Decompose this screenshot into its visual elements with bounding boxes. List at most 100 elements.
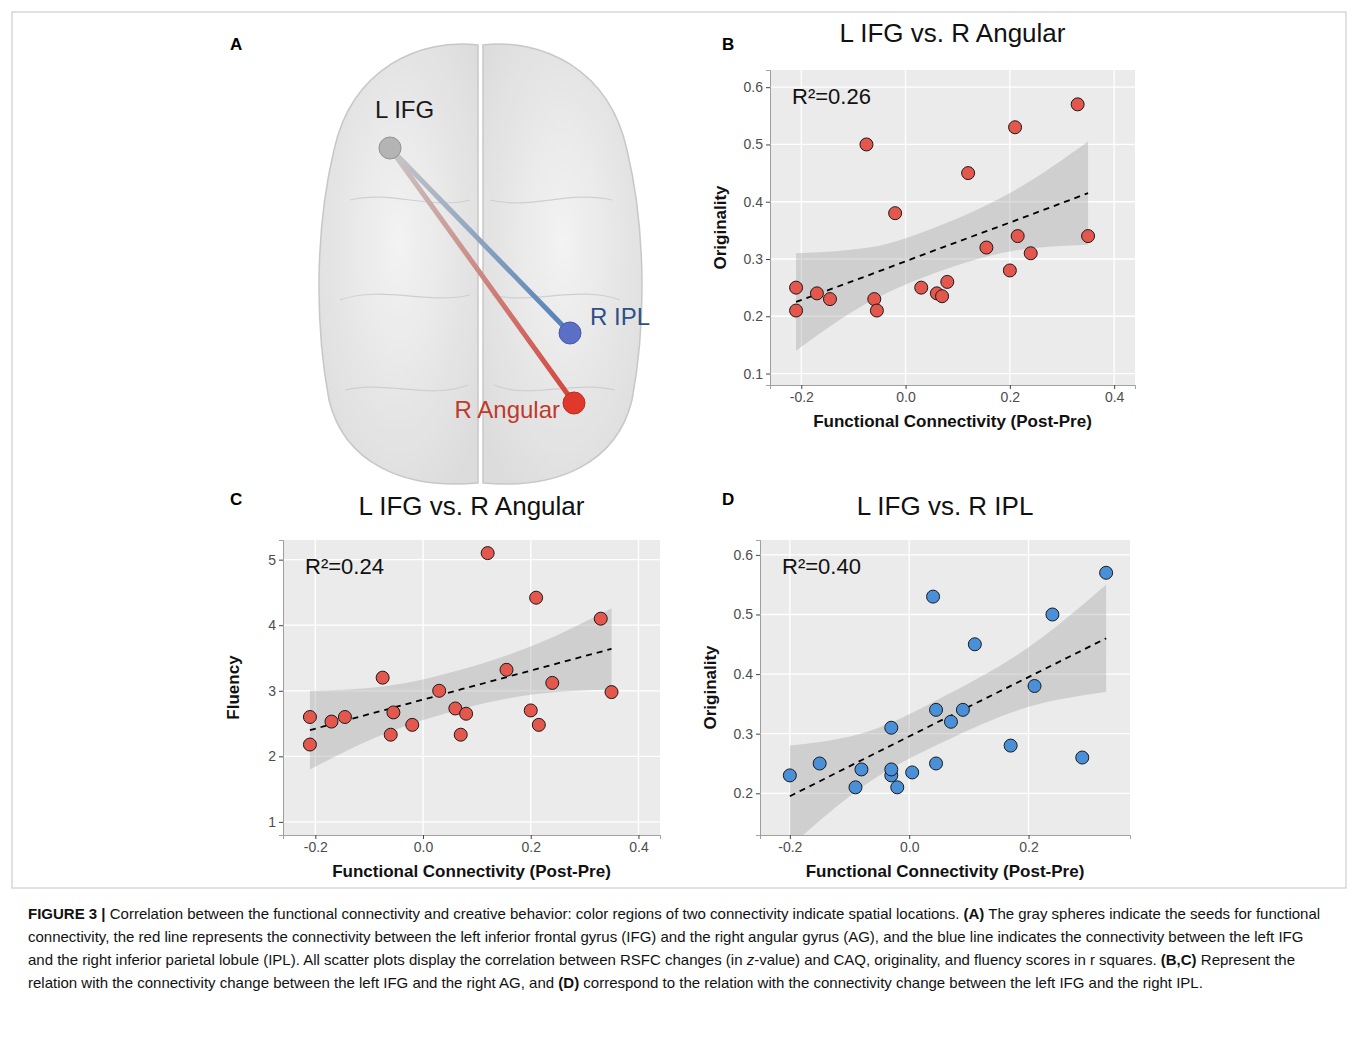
- data-point: [936, 290, 949, 303]
- x-tick: -0.2: [790, 385, 814, 405]
- x-tick: 0.4: [1105, 385, 1125, 405]
- data-point: [433, 684, 446, 697]
- y-axis-line: [766, 71, 771, 386]
- y-tick: 0.4: [734, 666, 760, 682]
- grid-line-y: [283, 756, 660, 757]
- data-point: [532, 718, 545, 731]
- y-tick-label: 0.2: [744, 308, 764, 324]
- panel-title: L IFG vs. R Angular: [840, 18, 1066, 48]
- data-point: [325, 715, 338, 728]
- data-point: [813, 757, 826, 770]
- y-tick: 0.5: [744, 136, 770, 152]
- y-tick-mark: [756, 555, 760, 556]
- x-tick-label: 0.2: [1001, 389, 1021, 405]
- y-tick-label: 3: [268, 683, 276, 699]
- marks: [790, 98, 1095, 351]
- y-tick: 3: [268, 683, 283, 699]
- data-point: [1011, 230, 1024, 243]
- x-tick: 0.4: [629, 835, 649, 855]
- data-point: [980, 241, 993, 254]
- data-point: [860, 138, 873, 151]
- data-point: [941, 275, 954, 288]
- y-tick-label: 0.6: [734, 547, 754, 563]
- panel-letter: D: [722, 490, 734, 509]
- x-tick: -0.2: [778, 835, 802, 855]
- data-point: [927, 590, 940, 603]
- plot-background: [770, 70, 1135, 385]
- x-axis-line: [284, 836, 661, 840]
- data-point: [885, 721, 898, 734]
- sulcus: [492, 294, 620, 300]
- y-tick: 2: [268, 748, 283, 764]
- trend-line: [790, 638, 1106, 796]
- y-tick-label: 2: [268, 748, 276, 764]
- y-tick-label: 0.2: [734, 785, 754, 801]
- grid: [770, 70, 1135, 385]
- caption-text: z: [747, 951, 755, 968]
- y-axis: 0.10.20.30.40.50.6: [744, 71, 771, 386]
- data-point: [915, 281, 928, 294]
- y-tick: 4: [268, 617, 283, 633]
- confidence-band: [310, 608, 612, 769]
- y-tick-label: 0.3: [744, 251, 764, 267]
- y-axis: 1 2 3 4 5: [268, 541, 283, 836]
- sulcus: [340, 294, 470, 300]
- x-tick-label: 0.2: [522, 839, 542, 855]
- grid-line-x: [905, 70, 906, 385]
- data-point: [530, 591, 543, 604]
- y-tick: 0.5: [734, 606, 760, 622]
- sulcus: [345, 385, 468, 391]
- data-point: [454, 728, 467, 741]
- y-tick-label: 1: [268, 814, 276, 830]
- x-axis-title: Functional Connectivity (Post-Pre): [813, 412, 1092, 431]
- y-tick: 0.3: [744, 251, 770, 267]
- x-tick-label: 0.4: [629, 839, 649, 855]
- data-point: [956, 703, 969, 716]
- x-axis: -0.2 0.0 0.2 0.4: [771, 385, 1136, 405]
- x-tick: -0.2: [304, 835, 328, 855]
- x-tick: 0.0: [414, 835, 434, 855]
- data-point: [1003, 264, 1016, 277]
- y-tick: 0.6: [744, 79, 770, 95]
- sulcus: [490, 197, 612, 203]
- x-tick-label: -0.2: [304, 839, 328, 855]
- panel-title: L IFG vs. R Angular: [359, 491, 585, 521]
- y-tick-label: 0.4: [734, 666, 754, 682]
- brain-diagram: AL IFGR IPLR Angular: [230, 35, 650, 484]
- scatter-panel: -0.20.00.20.412345CL IFG vs. R AngularR²…: [224, 490, 661, 881]
- annotation: R²=0.26: [792, 84, 871, 109]
- y-axis-title: Originality: [701, 645, 720, 730]
- data-point: [944, 715, 957, 728]
- y-tick-mark: [279, 625, 283, 626]
- grid-line-x: [909, 540, 910, 835]
- y-tick: 0.1: [744, 366, 770, 382]
- y-tick-label: 0.5: [734, 606, 754, 622]
- y-tick: 1: [268, 814, 283, 830]
- data-point: [790, 304, 803, 317]
- annotation: R²=0.40: [782, 554, 861, 579]
- data-point: [823, 293, 836, 306]
- data-point: [303, 711, 316, 724]
- data-point: [1076, 751, 1089, 764]
- data-point: [868, 293, 881, 306]
- y-tick-label: 5: [268, 552, 276, 568]
- caption-text: Correlation between the functional conne…: [106, 905, 964, 922]
- y-tick-mark: [279, 691, 283, 692]
- x-axis: -0.2 0.0 0.2 0.4: [284, 835, 661, 855]
- data-point: [1024, 247, 1037, 260]
- data-point: [338, 711, 351, 724]
- data-point: [968, 638, 981, 651]
- panel-letter: A: [230, 35, 242, 54]
- y-tick-mark: [279, 822, 283, 823]
- y-tick: 5: [268, 552, 283, 568]
- x-tick: 0.0: [900, 835, 920, 855]
- x-tick-label: 0.0: [414, 839, 434, 855]
- caption: FIGURE 3 | Correlation between the funct…: [28, 902, 1330, 994]
- x-axis-title: Functional Connectivity (Post-Pre): [332, 862, 611, 881]
- y-tick-label: 0.1: [744, 366, 764, 382]
- x-tick-label: 0.0: [896, 389, 916, 405]
- y-axis-line: [279, 541, 284, 836]
- data-point: [303, 738, 316, 751]
- grid-line-x: [315, 540, 316, 835]
- data-point: [891, 781, 904, 794]
